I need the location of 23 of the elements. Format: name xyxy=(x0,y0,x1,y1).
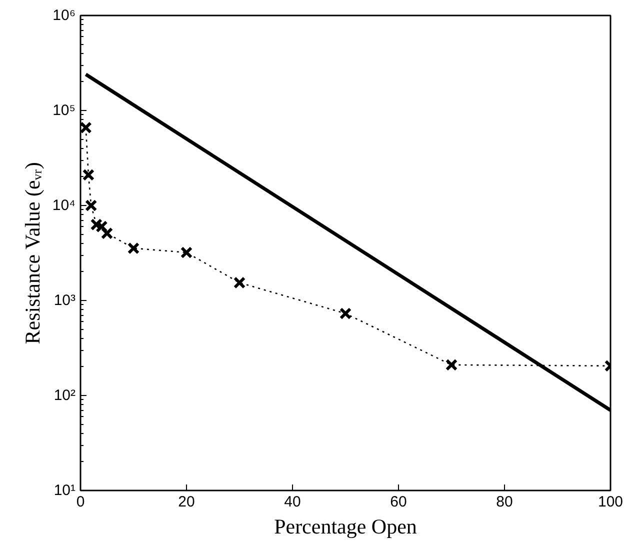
x-axis-title: Percentage Open xyxy=(274,514,418,538)
point xyxy=(82,168,95,181)
point xyxy=(233,276,246,289)
x-tick-label: 20 xyxy=(178,494,195,510)
point xyxy=(180,246,193,259)
x-tick-label: 80 xyxy=(496,494,513,510)
y-tick-label: 10² xyxy=(54,387,76,404)
point xyxy=(445,358,458,371)
point xyxy=(100,227,114,240)
point xyxy=(127,242,140,254)
y-tick-label: 10⁶ xyxy=(52,7,76,24)
x-tick-label: 40 xyxy=(284,494,301,510)
x-tick-label: 60 xyxy=(390,494,407,510)
point xyxy=(339,307,352,320)
x-tick-label: 0 xyxy=(76,494,85,510)
x-tick-label: 100 xyxy=(598,494,624,510)
point xyxy=(80,122,92,134)
y-tick-label: 10⁵ xyxy=(52,102,76,119)
point xyxy=(85,199,98,212)
y-tick-label: 10⁴ xyxy=(52,197,76,214)
y-axis-title: Resistance Value (eᵥᵣ) xyxy=(20,162,44,344)
y-tick-label: 10¹ xyxy=(54,482,76,499)
y-tick-label: 10³ xyxy=(54,292,76,309)
